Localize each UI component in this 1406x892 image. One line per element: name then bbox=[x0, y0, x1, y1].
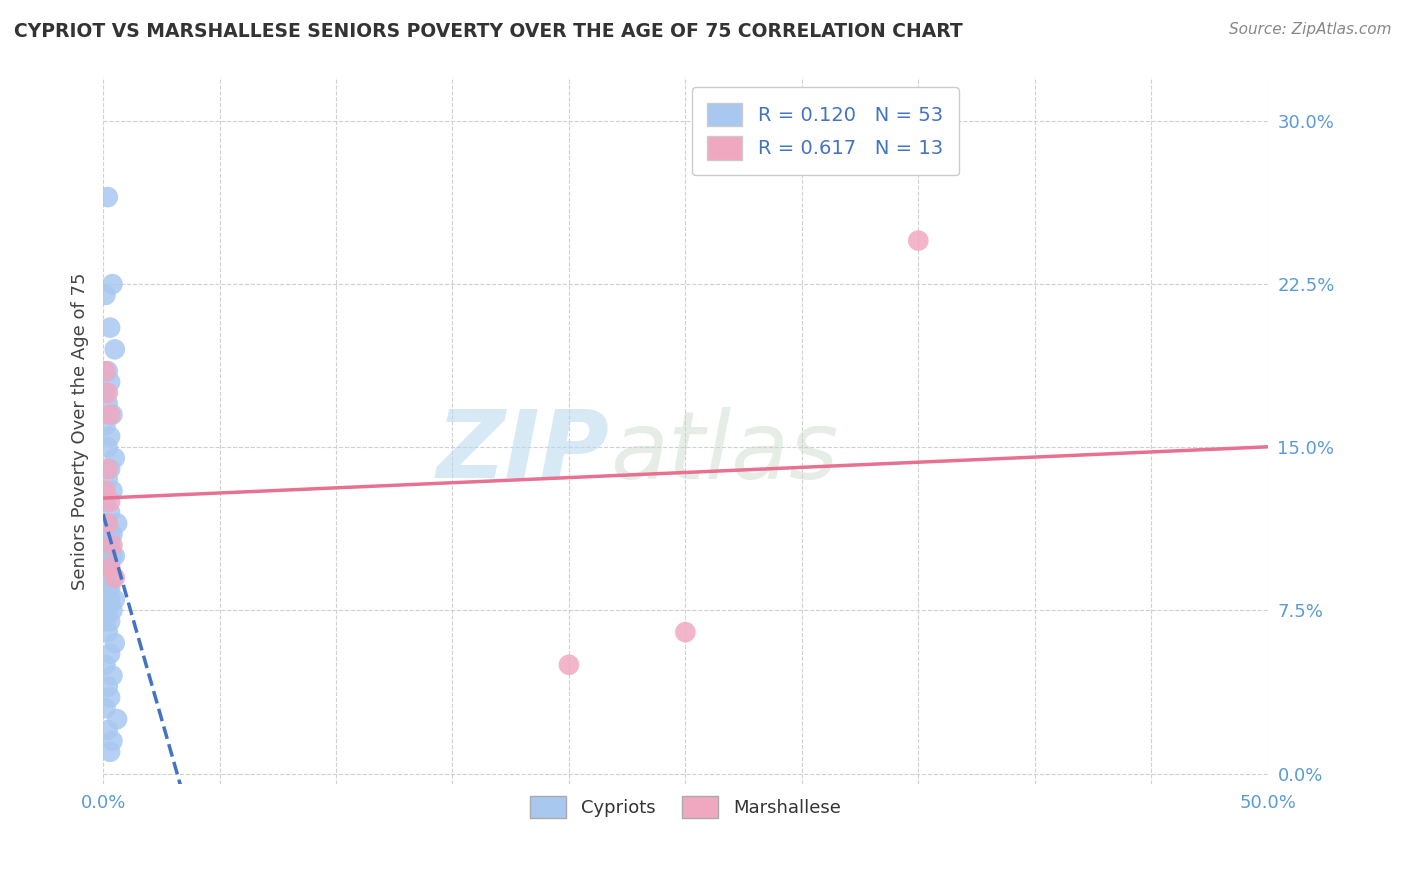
Point bbox=[105, 516, 128, 531]
Point bbox=[98, 560, 121, 574]
Point bbox=[94, 571, 117, 585]
Point bbox=[101, 538, 124, 552]
Point bbox=[97, 680, 120, 694]
Point bbox=[97, 603, 120, 617]
Point bbox=[104, 592, 127, 607]
Point bbox=[558, 657, 581, 672]
Point bbox=[104, 549, 127, 563]
Point bbox=[101, 603, 124, 617]
Point bbox=[97, 364, 120, 378]
Point bbox=[98, 745, 121, 759]
Point bbox=[98, 614, 121, 628]
Point bbox=[94, 701, 117, 715]
Text: ZIP: ZIP bbox=[437, 406, 610, 498]
Point bbox=[98, 592, 121, 607]
Point bbox=[97, 462, 120, 476]
Point bbox=[97, 582, 120, 596]
Point bbox=[98, 538, 121, 552]
Point bbox=[97, 385, 120, 400]
Point bbox=[101, 549, 124, 563]
Point bbox=[97, 625, 120, 640]
Point bbox=[94, 494, 117, 508]
Text: CYPRIOT VS MARSHALLESE SENIORS POVERTY OVER THE AGE OF 75 CORRELATION CHART: CYPRIOT VS MARSHALLESE SENIORS POVERTY O… bbox=[14, 22, 963, 41]
Point bbox=[101, 527, 124, 541]
Y-axis label: Seniors Poverty Over the Age of 75: Seniors Poverty Over the Age of 75 bbox=[72, 272, 89, 590]
Point bbox=[94, 614, 117, 628]
Legend: Cypriots, Marshallese: Cypriots, Marshallese bbox=[523, 789, 848, 825]
Point bbox=[98, 320, 121, 334]
Text: atlas: atlas bbox=[610, 407, 838, 498]
Point bbox=[104, 571, 127, 585]
Point bbox=[101, 734, 124, 748]
Point bbox=[104, 451, 127, 466]
Point bbox=[94, 483, 117, 498]
Point bbox=[101, 408, 124, 422]
Point bbox=[97, 440, 120, 454]
Point bbox=[98, 494, 121, 508]
Point bbox=[97, 549, 120, 563]
Point bbox=[98, 690, 121, 705]
Point bbox=[98, 560, 121, 574]
Point bbox=[673, 625, 696, 640]
Point bbox=[97, 538, 120, 552]
Point bbox=[104, 343, 127, 357]
Point bbox=[97, 516, 120, 531]
Point bbox=[97, 397, 120, 411]
Point bbox=[98, 527, 121, 541]
Point bbox=[98, 462, 121, 476]
Point bbox=[98, 375, 121, 389]
Point bbox=[101, 483, 124, 498]
Point bbox=[105, 712, 128, 726]
Point bbox=[101, 668, 124, 682]
Point bbox=[94, 418, 117, 433]
Point bbox=[98, 582, 121, 596]
Point bbox=[94, 288, 117, 302]
Point bbox=[98, 408, 121, 422]
Text: Source: ZipAtlas.com: Source: ZipAtlas.com bbox=[1229, 22, 1392, 37]
Point bbox=[98, 429, 121, 443]
Point bbox=[101, 277, 124, 291]
Point bbox=[97, 473, 120, 487]
Point bbox=[97, 723, 120, 737]
Point bbox=[97, 560, 120, 574]
Point bbox=[98, 506, 121, 520]
Point bbox=[104, 636, 127, 650]
Point bbox=[97, 516, 120, 531]
Point bbox=[98, 647, 121, 661]
Point bbox=[94, 364, 117, 378]
Point bbox=[94, 657, 117, 672]
Point bbox=[907, 234, 929, 248]
Point bbox=[94, 385, 117, 400]
Point bbox=[101, 571, 124, 585]
Point bbox=[94, 538, 117, 552]
Point bbox=[97, 190, 120, 204]
